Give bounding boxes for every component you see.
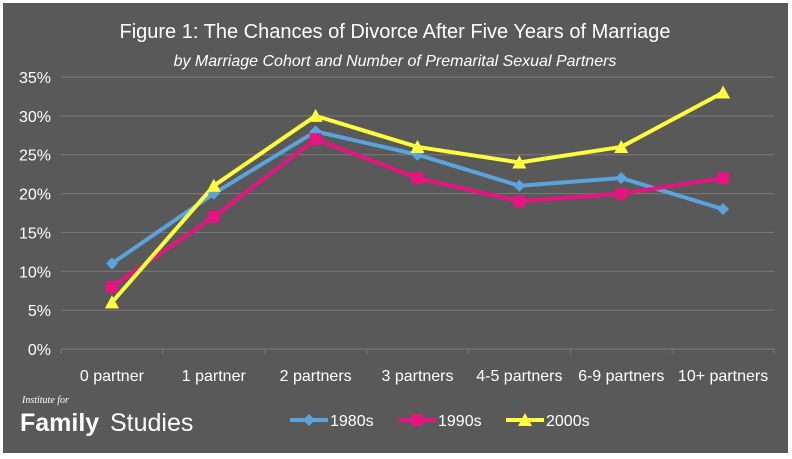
series-markers <box>104 85 731 309</box>
data-point <box>104 295 119 309</box>
y-tick-label: 0% <box>28 342 51 359</box>
data-point <box>615 172 628 185</box>
data-point <box>716 85 731 99</box>
y-tick-label: 5% <box>28 303 51 320</box>
legend-label: 1980s <box>330 413 374 430</box>
brand-logo: Institute for Family Studies <box>20 395 193 437</box>
x-tick-label: 1 partner <box>182 368 247 385</box>
data-point <box>309 133 322 146</box>
y-tick-labels: 0% 5% 10% 15% 20% 25% 30% 35% <box>19 70 51 359</box>
data-point <box>105 280 118 293</box>
brand-small-text: Institute for <box>21 395 69 406</box>
legend: 1980s 1990s 2000s <box>290 413 590 430</box>
data-point <box>303 414 315 426</box>
x-tick-label: 2 partners <box>280 368 352 385</box>
data-point <box>105 257 118 270</box>
y-tick-label: 15% <box>19 225 51 242</box>
legend-label: 1990s <box>438 413 482 430</box>
legend-label: 2000s <box>546 413 590 430</box>
brand-family-text: Family <box>20 409 99 437</box>
data-point <box>410 139 425 153</box>
data-point <box>206 178 221 192</box>
y-tick-label: 25% <box>19 148 51 165</box>
x-tick-label: 4-5 partners <box>476 368 562 385</box>
data-point <box>615 187 628 200</box>
data-point <box>308 108 323 122</box>
chart-frame: Figure 1: The Chances of Divorce After F… <box>3 3 788 453</box>
data-point <box>513 195 526 208</box>
y-tick-label: 30% <box>19 109 51 126</box>
y-tick-label: 10% <box>19 264 51 281</box>
x-tick-label: 0 partner <box>80 368 145 385</box>
chart-title: Figure 1: The Chances of Divorce After F… <box>119 21 670 43</box>
data-point <box>614 139 629 153</box>
data-point <box>717 203 730 216</box>
x-tick-label: 3 partners <box>381 368 453 385</box>
data-point <box>513 179 526 192</box>
chart-subtitle: by Marriage Cohort and Number of Premari… <box>174 53 617 70</box>
y-tick-label: 20% <box>19 187 51 204</box>
data-point <box>207 210 220 223</box>
brand-studies-text: Studies <box>110 409 193 437</box>
data-point <box>411 414 423 426</box>
x-tick-label: 10+ partners <box>678 368 768 385</box>
data-point <box>518 413 532 426</box>
data-point <box>717 172 730 185</box>
chart-svg: Figure 1: The Chances of Divorce After F… <box>19 21 775 437</box>
data-point <box>411 172 424 185</box>
gridlines <box>60 76 775 354</box>
y-tick-label: 35% <box>19 70 51 87</box>
series-line <box>109 137 726 289</box>
x-tick-labels: 0 partner 1 partner 2 partners 3 partners 4-… <box>80 368 768 385</box>
x-tick-label: 6-9 partners <box>578 368 664 385</box>
data-point <box>512 155 527 169</box>
